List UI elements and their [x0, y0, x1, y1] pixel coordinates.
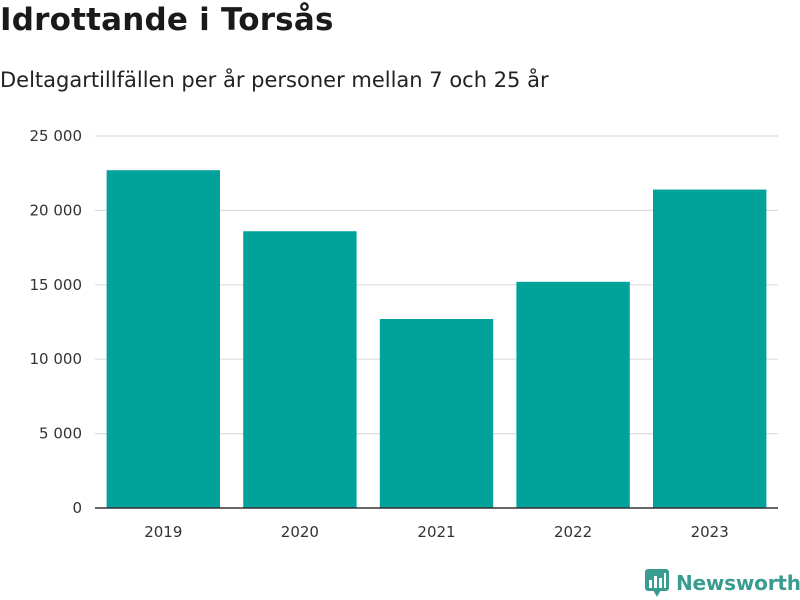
x-tick-label: 2021: [417, 523, 455, 541]
y-tick-label: 15 000: [30, 276, 83, 294]
bar: [243, 231, 357, 508]
x-tick-label: 2019: [144, 523, 182, 541]
y-tick-label: 0: [72, 499, 82, 517]
x-tick-label: 2022: [554, 523, 592, 541]
bar: [106, 170, 220, 508]
chart-subtitle: Deltagartillfällen per år personer mella…: [0, 68, 549, 92]
bar: [379, 319, 494, 508]
y-tick-label: 10 000: [30, 350, 83, 368]
chart-title: Idrottande i Torsås: [0, 2, 334, 38]
y-tick-label: 5 000: [39, 425, 82, 443]
y-tick-label: 20 000: [30, 201, 83, 219]
x-tick-label: 2020: [281, 523, 319, 541]
brand-name: Newsworthy: [676, 571, 800, 595]
newsworthy-logo-icon: [645, 569, 669, 597]
y-tick-label: 25 000: [30, 127, 83, 145]
bar: [653, 189, 767, 508]
brand-logo: Newsworthy: [644, 568, 800, 598]
x-tick-label: 2023: [691, 523, 729, 541]
bar: [516, 281, 630, 508]
